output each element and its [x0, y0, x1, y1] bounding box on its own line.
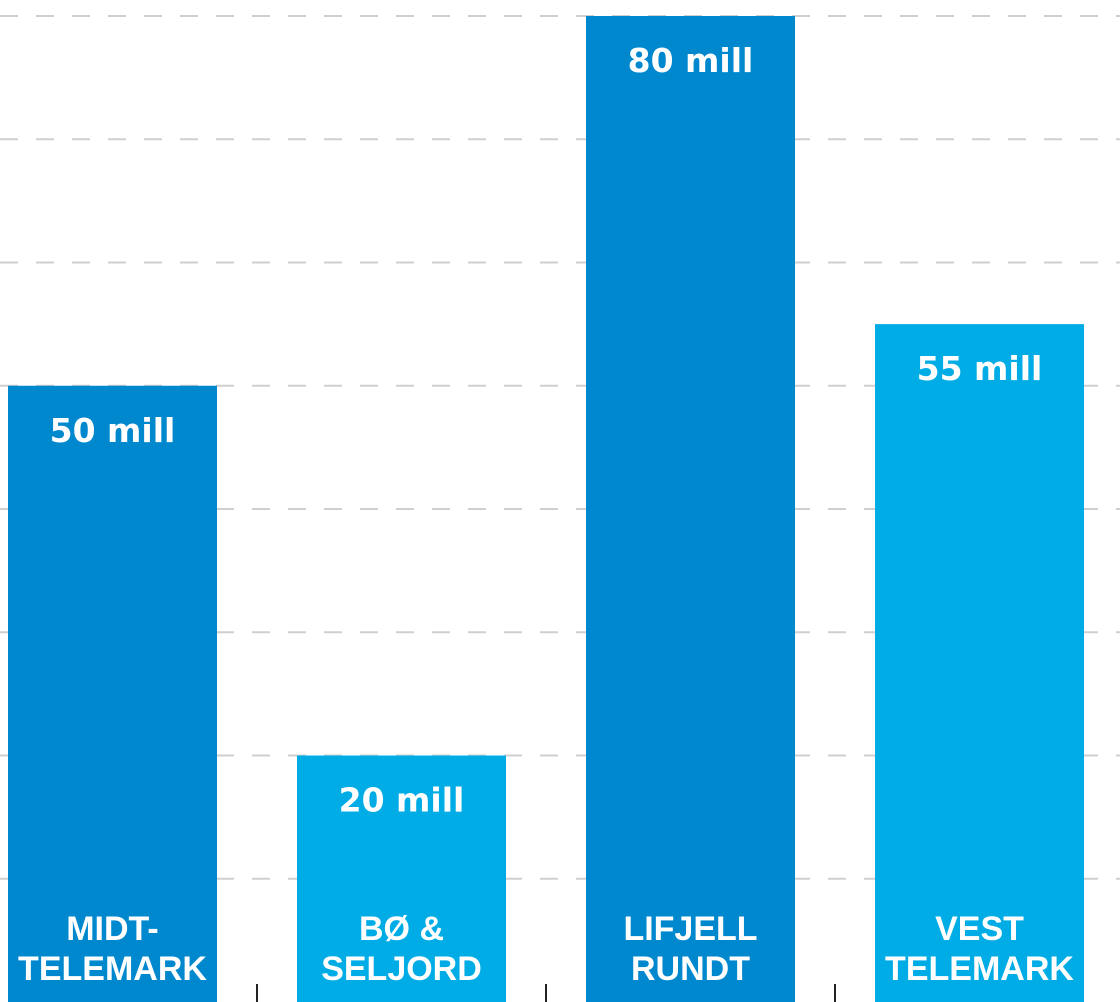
category-label: LIFJELL — [623, 910, 757, 948]
category-label: TELEMARK — [18, 950, 207, 988]
category-label: RUNDT — [631, 950, 750, 988]
category-label: MIDT- — [66, 910, 159, 948]
bar-value-label: 80 mill — [628, 41, 754, 80]
category-label: TELEMARK — [885, 950, 1074, 988]
bar-value-label: 55 mill — [917, 349, 1043, 388]
x-axis-ticks — [256, 984, 836, 1002]
category-label: VEST — [935, 910, 1024, 948]
bar-group: 20 mill BØ &SELJORD — [297, 755, 506, 1002]
bar-group: 50 mill MIDT-TELEMARK — [8, 385, 217, 1002]
category-label: BØ & — [359, 910, 444, 948]
bar — [586, 16, 795, 1002]
bar — [875, 324, 1084, 1002]
bar — [297, 755, 506, 1002]
bar-value-label: 50 mill — [50, 411, 176, 450]
bar-value-label: 20 mill — [339, 781, 465, 820]
category-label: SELJORD — [321, 950, 482, 988]
bar — [8, 385, 217, 1002]
